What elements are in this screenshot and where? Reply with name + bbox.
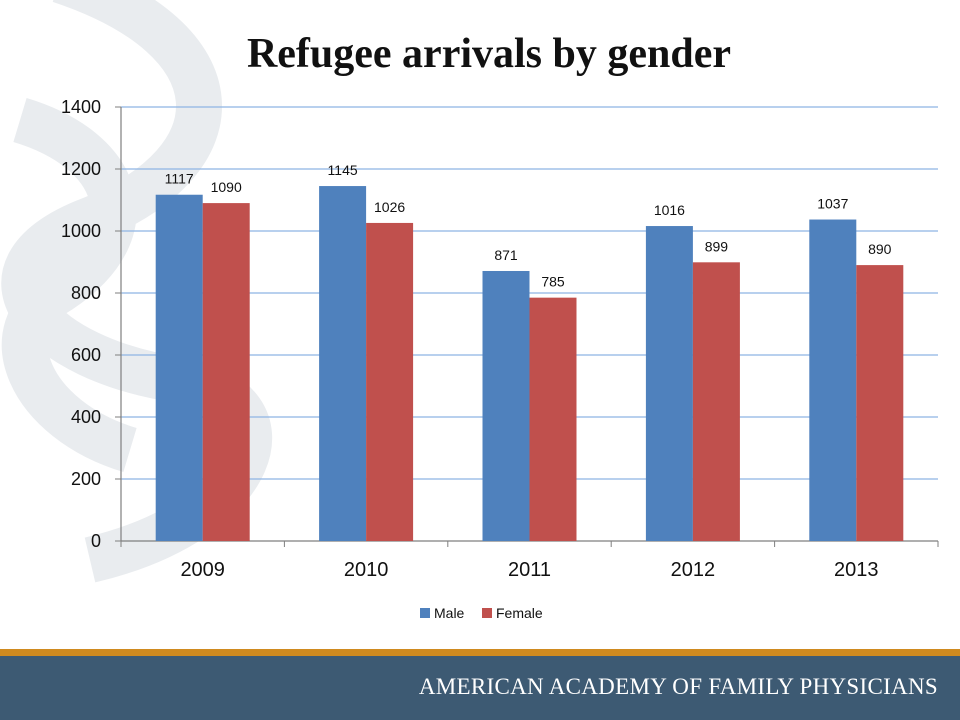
- bar-male-2012: [645, 226, 693, 542]
- bar-chart: 0 200 400 600 800 1000 1200 1400 2009 2010 2011 201…: [61, 97, 939, 621]
- data-label: 785: [541, 274, 565, 290]
- data-label: 899: [705, 238, 729, 254]
- y-tick-label: 1200: [61, 159, 101, 179]
- y-tick-label: 800: [71, 283, 101, 303]
- slide-title: Refugee arrivals by gender: [246, 31, 732, 77]
- data-label: 1016: [654, 202, 685, 218]
- data-label: 1037: [817, 196, 848, 212]
- bar-male-2009: [155, 194, 203, 542]
- bar-female-2010: [366, 222, 414, 541]
- legend-label-male: Male: [434, 605, 465, 621]
- bar-female-2013: [856, 265, 904, 541]
- bar-female-2009: [202, 203, 250, 541]
- data-label: 1090: [211, 179, 242, 195]
- legend-swatch-female: [482, 608, 492, 618]
- y-tick-label: 400: [71, 407, 101, 427]
- data-label: 871: [494, 247, 518, 263]
- data-label: 1145: [328, 162, 358, 178]
- bar-male-2011: [482, 270, 530, 541]
- data-label: 890: [868, 241, 892, 257]
- bar-male-2013: [809, 219, 857, 541]
- x-tick-label: 2012: [671, 559, 716, 581]
- legend-swatch-male: [420, 608, 430, 618]
- bar-female-2012: [692, 262, 740, 541]
- bar-female-2011: [529, 297, 577, 541]
- x-tick-label: 2013: [834, 559, 879, 581]
- footer-organization-name: AMERICAN ACADEMY OF FAMILY PHYSICIANS: [418, 674, 938, 699]
- footer-accent-rule: [0, 649, 960, 656]
- bar-male-2010: [319, 186, 367, 542]
- data-label: 1117: [165, 171, 194, 187]
- footer-band: AMERICAN ACADEMY OF FAMILY PHYSICIANS: [0, 656, 960, 720]
- y-tick-label: 1000: [61, 221, 101, 241]
- x-tick-label: 2011: [508, 559, 551, 581]
- data-label: 1026: [374, 199, 405, 215]
- y-tick-label: 0: [91, 531, 101, 551]
- y-tick-label: 200: [71, 469, 101, 489]
- y-tick-label: 1400: [61, 97, 101, 117]
- legend-label-female: Female: [496, 605, 543, 621]
- x-tick-label: 2010: [344, 559, 389, 581]
- x-tick-label: 2009: [180, 559, 225, 581]
- y-tick-label: 600: [71, 345, 101, 365]
